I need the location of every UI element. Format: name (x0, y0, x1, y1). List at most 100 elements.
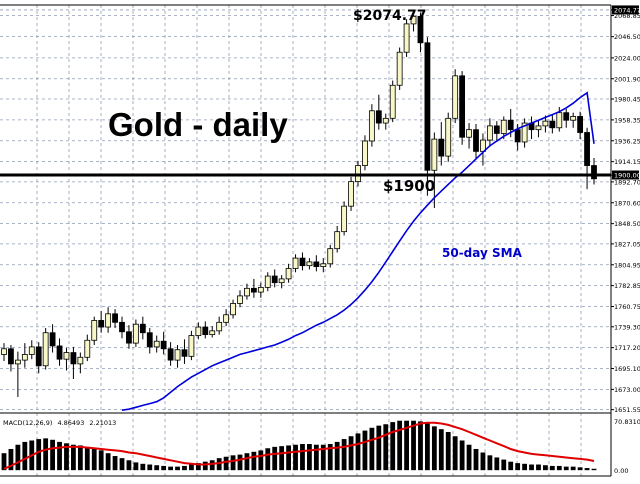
macd-bar (494, 457, 500, 471)
candle-body (14, 359, 21, 365)
macd-bar (168, 466, 173, 471)
candle-body (49, 332, 56, 347)
candle-body (230, 303, 236, 316)
macd-bar (258, 450, 264, 471)
macd-bar (64, 443, 69, 471)
macd-bar (279, 446, 285, 471)
macd-bar (154, 465, 160, 471)
candles (1, 9, 597, 397)
price-tick-highlight (612, 170, 639, 180)
macd-bar (397, 420, 403, 471)
macd-bar (251, 451, 257, 471)
macd-name: MACD(12,26,9) (3, 419, 52, 427)
price-tick-label: 1695.10 (614, 365, 640, 373)
macd-bar (591, 468, 597, 471)
candle-body (466, 129, 472, 138)
macd-bar (459, 440, 465, 471)
macd-bar (529, 464, 534, 471)
macd-bar (362, 430, 368, 471)
macd-bar (195, 463, 201, 471)
macd-bar (536, 464, 541, 471)
macd-main-value: 4.86493 (57, 419, 84, 427)
macd-bar (501, 459, 507, 471)
candle-body (216, 321, 223, 332)
macd-bar (376, 425, 382, 471)
candle-body (126, 331, 132, 344)
price-tick-label: 1804.95 (614, 261, 640, 269)
macd-bar (522, 463, 527, 471)
macd-bar (126, 460, 132, 471)
macd-histogram (1, 420, 597, 471)
macd-bar (71, 444, 76, 471)
macd-bar (50, 439, 55, 471)
macd-bar (480, 452, 486, 471)
macd-bar (570, 466, 576, 471)
macd-bar (216, 458, 222, 471)
candle-body (35, 346, 42, 367)
macd-bar (244, 453, 250, 471)
candle-body (257, 286, 264, 293)
candle-body (91, 320, 98, 341)
price-tick-label: 1673.00 (614, 386, 640, 394)
macd-bar (487, 455, 493, 471)
price-tick-label: 1739.30 (614, 323, 640, 331)
candle-body (507, 119, 514, 131)
candle-body (417, 15, 424, 44)
candle-body (244, 287, 250, 297)
macd-bar (425, 423, 430, 471)
candle-body (313, 261, 320, 268)
macd-bar (57, 441, 62, 471)
price-tick-label: 1958.35 (614, 116, 640, 124)
price-tick-label: 2046.50 (614, 33, 640, 41)
candle-body (438, 138, 445, 157)
macd-bar (91, 448, 97, 471)
candle-body (1, 348, 7, 355)
macd-bar (119, 458, 125, 471)
candle-body (112, 313, 118, 323)
candle-body (445, 117, 452, 157)
macd-bar (237, 454, 243, 471)
macd-bar (265, 448, 271, 471)
macd-bar (445, 432, 451, 471)
macd-bar (473, 448, 479, 471)
candle-body (514, 129, 521, 143)
candle-body (132, 323, 139, 344)
price-tick-label: 2068.85 (614, 12, 640, 20)
macd-bar (508, 461, 514, 471)
price-grid (0, 5, 611, 476)
candle-body (292, 257, 299, 269)
macd-bar (431, 426, 437, 471)
candle-body (410, 15, 417, 25)
macd-bar (84, 446, 90, 471)
macd-bar (77, 445, 83, 471)
macd-bar (556, 465, 562, 471)
macd-bar (411, 420, 416, 471)
sma-50-line (121, 91, 595, 411)
candle-body (389, 84, 396, 119)
candle-body (174, 349, 181, 361)
macd-bar (515, 463, 521, 471)
candle-body (209, 330, 216, 336)
macd-bar (549, 465, 555, 471)
candle-body (28, 346, 35, 355)
macd-bar (418, 421, 423, 471)
candle-body (341, 205, 348, 233)
candle-body (459, 75, 466, 138)
macd-bar (133, 462, 139, 471)
macd-axis-bottom-label: 0.00 (614, 467, 628, 475)
macd-bar (320, 444, 326, 471)
candle-body (77, 356, 84, 365)
macd-bar (390, 422, 396, 471)
macd-bar (189, 464, 194, 471)
macd-bar (584, 468, 590, 471)
candle-body (431, 138, 438, 171)
macd-bar (175, 466, 180, 471)
macd-bar (383, 424, 389, 471)
price-tick-label: 2001.90 (614, 75, 640, 83)
candle-body (424, 42, 431, 171)
macd-bar (404, 420, 409, 471)
price-tick-label: 1980.45 (614, 96, 640, 104)
macd-bar (98, 450, 104, 471)
macd-bar (140, 463, 146, 471)
